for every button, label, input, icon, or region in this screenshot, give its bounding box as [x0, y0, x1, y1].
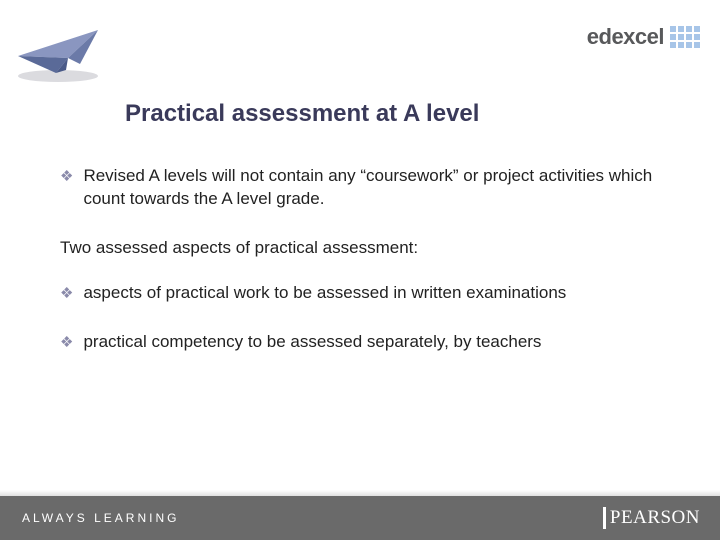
edexcel-wordmark: edexcel	[587, 24, 664, 50]
footer-tagline: ALWAYS LEARNING	[22, 511, 179, 525]
bullet-text: practical competency to be assessed sepa…	[83, 331, 660, 354]
bullet-text: Revised A levels will not contain any “c…	[83, 165, 660, 211]
footer-bar: ALWAYS LEARNING PEARSON	[0, 496, 720, 540]
edexcel-dots-icon	[670, 26, 700, 48]
paper-plane-graphic	[8, 18, 118, 88]
slide-title: Practical assessment at A level	[125, 100, 479, 128]
intro-paragraph: Two assessed aspects of practical assess…	[60, 237, 660, 260]
edexcel-logo: edexcel	[587, 24, 700, 50]
pearson-wordmark: PEARSON	[610, 507, 700, 529]
bullet-text: aspects of practical work to be assessed…	[83, 282, 660, 305]
slide-content: ❖ Revised A levels will not contain any …	[60, 165, 660, 380]
diamond-bullet-icon: ❖	[60, 167, 73, 187]
diamond-bullet-icon: ❖	[60, 333, 73, 353]
bullet-item: ❖ aspects of practical work to be assess…	[60, 282, 660, 305]
diamond-bullet-icon: ❖	[60, 284, 73, 304]
bullet-item: ❖ Revised A levels will not contain any …	[60, 165, 660, 211]
pearson-logo: PEARSON	[603, 507, 700, 529]
pearson-bar-icon	[603, 507, 606, 529]
slide: edexcel Practical assessment at A level …	[0, 0, 720, 540]
bullet-item: ❖ practical competency to be assessed se…	[60, 331, 660, 354]
